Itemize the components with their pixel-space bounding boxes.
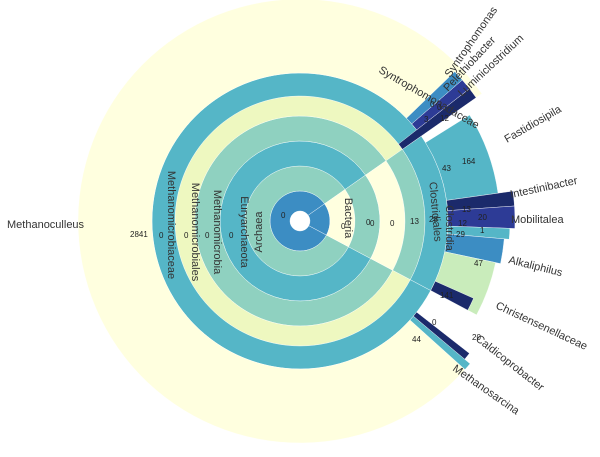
count-extra: 29 xyxy=(456,230,465,239)
count-euryarchaeota: 0 xyxy=(229,231,234,240)
chart-counts: 0 0 0 0 0 2841 44 0 0 13 3 0 0 12 164 43… xyxy=(130,100,487,344)
arc-syntrophomonadaceae xyxy=(398,88,477,150)
label-methanomicrobiaceae: Methanomicrobiaceae xyxy=(165,171,177,279)
count-pelethiobacter: 0 xyxy=(437,103,442,112)
count-extra: 0 xyxy=(370,219,375,228)
arc-methanosarcina xyxy=(409,315,471,370)
count-christensenellaceae: 141 xyxy=(440,291,454,300)
count-extra: 0 xyxy=(432,318,437,327)
label-clostridiales: Clostridiales xyxy=(426,181,443,242)
label-methanoculleus: Methanoculleus xyxy=(7,219,85,231)
count-intestinibacter: 43 xyxy=(442,164,451,173)
label-bacteria: Bacteria xyxy=(342,198,354,239)
count-extra: 28 xyxy=(429,215,438,224)
count-fastidiosipila: 164 xyxy=(462,157,476,166)
count-alkaliphilus: 47 xyxy=(474,259,483,268)
arc-methanoculleus xyxy=(77,0,483,444)
count-methanomicrobia: 0 xyxy=(205,231,210,240)
chart-arcs xyxy=(77,0,516,444)
label-archaea: Archaea xyxy=(253,211,265,253)
count-syntrophomonadaceae: 3 xyxy=(424,115,429,124)
count-extra: 12 xyxy=(458,219,467,228)
label-methanomicrobiales: Methanomicrobiales xyxy=(189,183,201,282)
label-christensenellaceae: Christensenellaceae xyxy=(494,300,589,353)
label-fastidiosipila: Fastidiosipila xyxy=(503,103,565,146)
count-extra: 13 xyxy=(462,205,471,214)
arc-caldicoprobacter xyxy=(430,280,474,311)
label-alkaliphilus: Alkaliphilus xyxy=(507,254,564,279)
arc-methanosarcina-navy xyxy=(413,311,470,360)
label-euryarchaeota: Euryarchaeota xyxy=(238,196,250,268)
count-methanomicrobiaceae: 0 xyxy=(159,231,164,240)
count-extra: 0 xyxy=(390,219,395,228)
count-archaea: 0 xyxy=(281,211,286,220)
count-caldicoprobacter: 20 xyxy=(472,333,481,342)
arc-pelethiobacter xyxy=(411,79,470,131)
label-intestinibacter: Intestinibacter xyxy=(509,175,579,201)
count-bacteria: 0 xyxy=(341,222,346,231)
count-methanoculleus: 2841 xyxy=(130,230,148,239)
count-syntrophomonas: 0 xyxy=(430,100,435,109)
arc-luminiclostridium xyxy=(406,71,463,125)
count-clostridia: 0 xyxy=(366,218,371,227)
count-clostridiales: 13 xyxy=(410,217,419,226)
count-extra: 1 xyxy=(480,226,485,235)
label-mobilitalea: Mobilitalea xyxy=(511,214,564,226)
count-methanomicrobiales: 0 xyxy=(184,231,189,240)
count-mobilitalea: 20 xyxy=(478,213,487,222)
label-methanomicrobia: Methanomicrobia xyxy=(211,190,223,275)
count-methanosarcina: 44 xyxy=(412,335,421,344)
count-luminiclostridium: 12 xyxy=(440,114,449,123)
label-clostridia: Clostridia xyxy=(443,205,455,252)
